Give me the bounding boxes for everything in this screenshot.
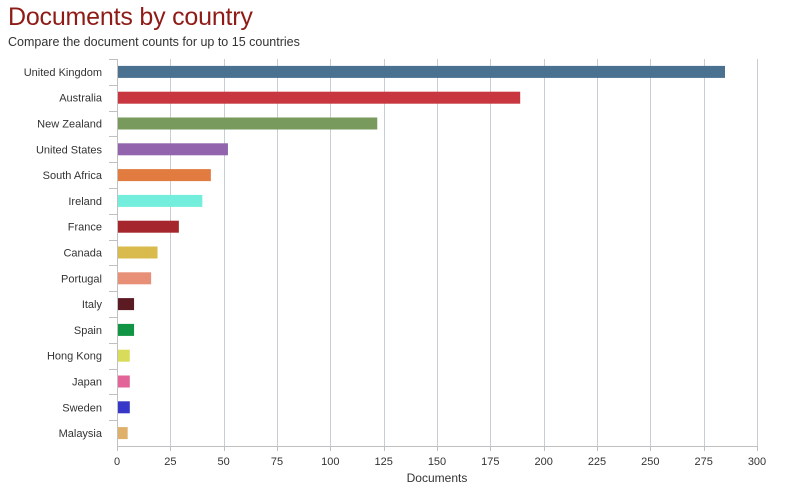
bar-japan[interactable] xyxy=(117,375,130,388)
category-label-italy: Italy xyxy=(82,299,103,311)
bar-canada[interactable] xyxy=(117,246,158,259)
category-label-france: France xyxy=(68,222,102,234)
category-label-japan: Japan xyxy=(72,377,102,389)
category-label-canada: Canada xyxy=(63,248,102,260)
category-label-spain: Spain xyxy=(74,325,102,337)
bar-france[interactable] xyxy=(117,220,179,233)
x-tick-label-50: 50 xyxy=(218,456,230,468)
bar-ireland[interactable] xyxy=(117,194,203,207)
x-tick-label-175: 175 xyxy=(481,456,499,468)
category-label-sweden: Sweden xyxy=(62,402,102,414)
category-label-south-africa: South Africa xyxy=(43,170,103,182)
x-axis-title: Documents xyxy=(407,471,468,485)
x-tick-label-125: 125 xyxy=(374,456,392,468)
category-label-united-kingdom: United Kingdom xyxy=(24,67,102,79)
bar-hong-kong[interactable] xyxy=(117,349,130,362)
x-tick-label-100: 100 xyxy=(321,456,339,468)
grid-lines xyxy=(170,59,758,446)
x-tick-label-300: 300 xyxy=(748,456,766,468)
category-label-hong-kong: Hong Kong xyxy=(47,351,102,363)
category-labels: United Kingdom Australia New Zealand United… xyxy=(24,59,117,440)
bar-sweden[interactable] xyxy=(117,401,130,414)
category-label-portugal: Portugal xyxy=(61,273,102,285)
bar-malaysia[interactable] xyxy=(117,427,128,440)
bar-portugal[interactable] xyxy=(117,272,152,285)
chart-subtitle: Compare the document counts for up to 15… xyxy=(8,35,300,49)
category-label-ireland: Ireland xyxy=(68,196,102,208)
x-tick-label-0: 0 xyxy=(114,456,120,468)
x-tick-label-25: 25 xyxy=(164,456,176,468)
x-tick-label-225: 225 xyxy=(588,456,606,468)
x-tick-label-150: 150 xyxy=(428,456,446,468)
x-tick-label-200: 200 xyxy=(534,456,552,468)
x-tick-label-275: 275 xyxy=(694,456,712,468)
bar-united-states[interactable] xyxy=(117,143,228,156)
category-label-australia: Australia xyxy=(59,93,103,105)
bar-australia[interactable] xyxy=(117,91,521,104)
bar-united-kingdom[interactable] xyxy=(117,65,725,78)
bar-south-africa[interactable] xyxy=(117,169,211,182)
bar-new-zealand[interactable] xyxy=(117,117,378,130)
chart-title: Documents by country xyxy=(8,3,253,31)
bar-spain[interactable] xyxy=(117,323,135,336)
category-label-united-states: United States xyxy=(36,144,103,156)
category-label-new-zealand: New Zealand xyxy=(37,119,102,131)
bars xyxy=(117,65,725,440)
bar-italy[interactable] xyxy=(117,298,135,311)
x-tick-label-250: 250 xyxy=(641,456,659,468)
x-tick-labels: 0 25 50 75 100 125 150 175 200 225 250 275 300 xyxy=(114,446,766,468)
x-tick-label-75: 75 xyxy=(271,456,283,468)
category-label-malaysia: Malaysia xyxy=(59,428,103,440)
